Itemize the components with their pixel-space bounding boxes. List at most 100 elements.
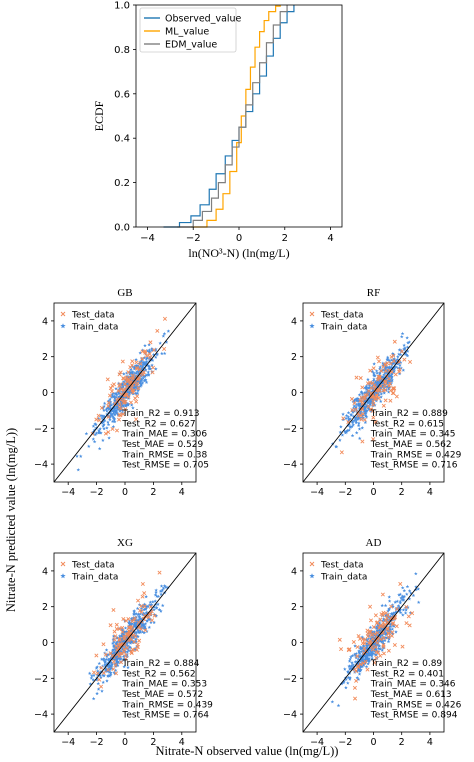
train-data-point	[396, 354, 400, 359]
train-data-point	[121, 404, 126, 408]
train-data-point	[405, 335, 409, 340]
test-data-point	[106, 430, 111, 435]
train-data-point	[142, 355, 147, 360]
train-data-point	[137, 384, 142, 389]
train-data-point	[379, 392, 384, 396]
test-data-point	[350, 408, 355, 413]
y-tick-label: 4	[291, 566, 297, 577]
train-data-point	[351, 662, 355, 667]
train-data-point	[111, 651, 116, 655]
metric-text: Train_RMSE = 0.426	[370, 700, 462, 710]
train-data-point	[103, 659, 107, 664]
test-data-point	[117, 383, 122, 388]
test-data-point	[108, 386, 113, 391]
train-data-point	[357, 393, 362, 397]
test-data-point	[141, 372, 146, 377]
train-data-point	[366, 661, 370, 666]
test-data-point	[106, 403, 111, 409]
train-data-point	[127, 620, 132, 625]
train-data-point	[114, 391, 118, 395]
test-data-point	[134, 360, 139, 365]
train-data-point	[395, 362, 400, 366]
train-data-point	[348, 675, 352, 680]
x-tick-label: 4	[179, 487, 185, 498]
test-data-point	[114, 644, 119, 649]
train-data-point	[106, 422, 111, 427]
train-data-point	[382, 372, 386, 377]
train-data-point	[126, 401, 130, 406]
train-data-point	[380, 639, 384, 644]
test-data-point	[397, 367, 402, 372]
train-data-point	[375, 656, 379, 660]
train-data-point	[360, 664, 365, 669]
train-data-point	[100, 421, 104, 425]
train-data-point	[377, 367, 382, 371]
train-data-point	[130, 371, 135, 375]
train-data-point	[349, 655, 353, 659]
train-data-point	[386, 639, 391, 644]
train-data-point	[358, 411, 362, 415]
train-data-point	[139, 367, 143, 371]
train-data-point	[103, 666, 108, 671]
train-data-point	[133, 647, 137, 652]
train-data-point	[392, 365, 397, 369]
test-data-point	[135, 598, 141, 603]
train-data-point	[372, 373, 376, 378]
train-data-point	[352, 652, 357, 656]
train-data-point	[354, 419, 358, 423]
train-data-point	[349, 413, 354, 417]
train-data-point	[92, 439, 97, 444]
test-data-point	[126, 370, 131, 375]
train-data-point	[136, 612, 141, 616]
train-data-point	[159, 592, 163, 596]
test-data-point	[120, 625, 125, 630]
test-data-point	[383, 398, 388, 403]
test-data-point	[143, 628, 148, 633]
train-data-point	[93, 421, 97, 426]
train-data-point	[398, 363, 402, 367]
x-tick-label: 4	[427, 737, 433, 748]
train-data-point	[102, 418, 107, 422]
train-data-point	[152, 612, 157, 617]
train-data-point	[385, 357, 390, 361]
train-data-point	[143, 343, 147, 348]
train-data-point	[129, 403, 134, 407]
test-data-point	[117, 372, 122, 377]
test-data-point	[368, 368, 373, 373]
train-data-point	[384, 636, 389, 640]
legend-test-label: Test_data	[71, 311, 115, 321]
test-data-point	[128, 379, 133, 384]
train-data-point	[130, 378, 135, 382]
test-data-point	[373, 639, 378, 644]
train-data-point	[381, 639, 385, 643]
train-data-point	[339, 424, 343, 429]
y-tick-label: −2	[34, 674, 48, 685]
train-data-point	[157, 607, 162, 612]
train-data-point	[101, 424, 105, 428]
test-data-point	[393, 372, 398, 377]
train-data-point	[370, 384, 375, 388]
train-data-point	[365, 651, 370, 656]
train-data-point	[385, 632, 389, 636]
train-data-point	[361, 656, 365, 661]
train-data-point	[141, 376, 146, 380]
test-data-point	[380, 631, 385, 636]
train-data-point	[130, 369, 135, 374]
train-data-point	[107, 407, 111, 411]
y-tick-label: −2	[34, 424, 48, 435]
test-data-point	[393, 614, 398, 619]
test-data-point	[137, 638, 142, 643]
test-data-point	[372, 660, 377, 665]
test-data-point	[118, 370, 123, 375]
train-data-point	[381, 375, 386, 380]
test-data-point	[128, 400, 133, 405]
panel-title: RF	[367, 287, 380, 299]
x-tick-label: 0	[370, 737, 376, 748]
train-data-point	[106, 664, 110, 668]
train-data-point	[358, 415, 362, 420]
train-data-point	[414, 584, 418, 589]
test-data-point	[103, 652, 108, 657]
train-data-point	[387, 365, 392, 369]
train-data-point	[101, 405, 105, 410]
train-data-point	[94, 666, 99, 670]
